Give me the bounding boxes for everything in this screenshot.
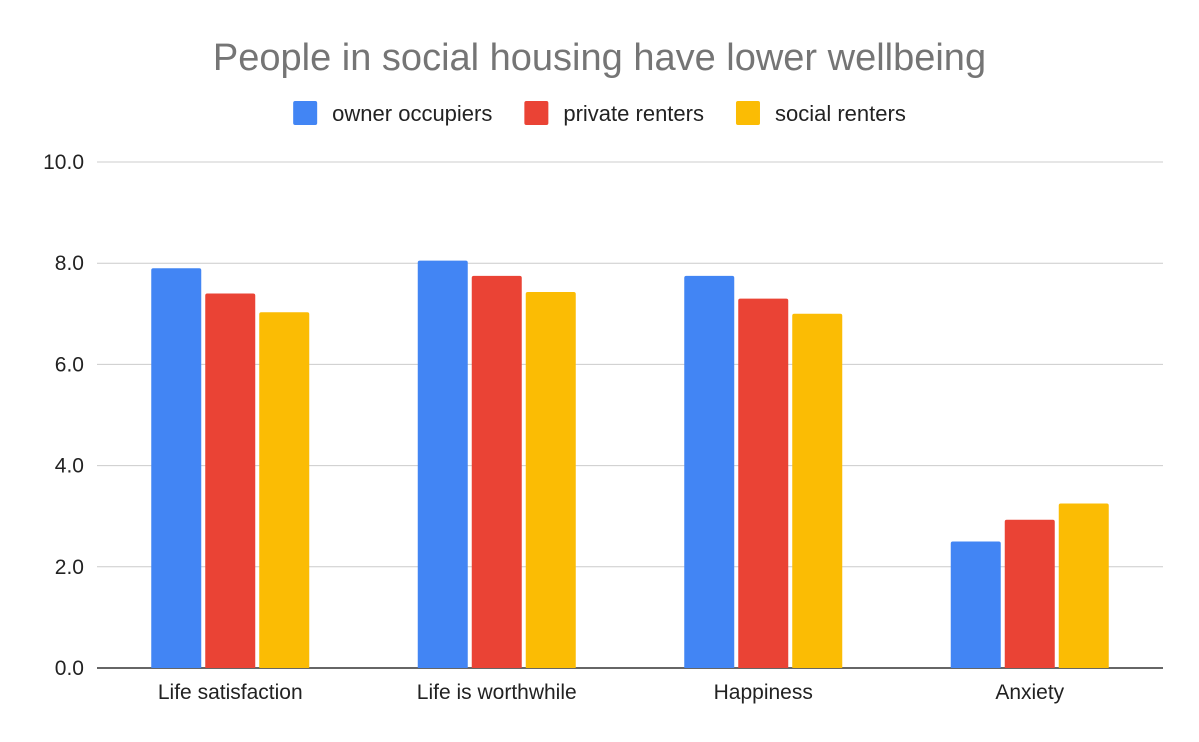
- bar-social-renters-2: [792, 313, 843, 668]
- y-tick-label: 8.0: [55, 252, 84, 275]
- legend: owner occupiers private renters social ren…: [293, 101, 906, 126]
- legend-swatch: [524, 101, 549, 125]
- bar-owner-occupiers-3: [950, 541, 1001, 668]
- bar-private-renters-2: [738, 298, 789, 668]
- bar-group-2: [684, 275, 843, 668]
- bar-private-renters-1: [471, 275, 522, 668]
- x-tick-label: Life is worthwhile: [417, 681, 577, 704]
- y-tick-label: 10.0: [43, 151, 84, 174]
- gridlines: [97, 161, 1163, 669]
- legend-label: social renters: [775, 101, 906, 126]
- y-axis-ticks: 0.0 2.0 4.0 6.0 8.0 10.0: [43, 151, 84, 680]
- x-tick-label: Happiness: [714, 681, 813, 704]
- bars: [151, 260, 1109, 668]
- legend-label: private renters: [563, 101, 704, 126]
- x-axis-labels: Life satisfaction Life is worthwhile Happi…: [158, 681, 1065, 704]
- x-tick-label: Life satisfaction: [158, 681, 303, 704]
- bar-private-renters-0: [205, 293, 256, 668]
- bar-owner-occupiers-0: [151, 268, 202, 668]
- bar-owner-occupiers-1: [417, 260, 468, 668]
- legend-item-private-renters: private renters: [524, 101, 704, 126]
- bar-private-renters-3: [1004, 519, 1055, 668]
- bar-group-3: [950, 503, 1109, 668]
- y-tick-label: 4.0: [55, 455, 84, 478]
- y-tick-label: 2.0: [55, 556, 84, 579]
- chart-title: People in social housing have lower well…: [213, 37, 986, 79]
- legend-item-owner-occupiers: owner occupiers: [293, 101, 492, 126]
- legend-swatch: [735, 101, 760, 125]
- bar-social-renters-1: [525, 292, 576, 668]
- bar-social-renters-0: [259, 312, 310, 668]
- y-tick-label: 6.0: [55, 353, 84, 376]
- bar-social-renters-3: [1058, 503, 1109, 668]
- legend-swatch: [293, 101, 318, 125]
- legend-label: owner occupiers: [332, 101, 492, 126]
- bar-group-0: [151, 268, 310, 668]
- bar-owner-occupiers-2: [684, 275, 735, 668]
- y-tick-label: 0.0: [55, 657, 84, 680]
- bar-group-1: [417, 260, 576, 668]
- x-tick-label: Anxiety: [995, 681, 1064, 704]
- legend-item-social-renters: social renters: [735, 101, 906, 126]
